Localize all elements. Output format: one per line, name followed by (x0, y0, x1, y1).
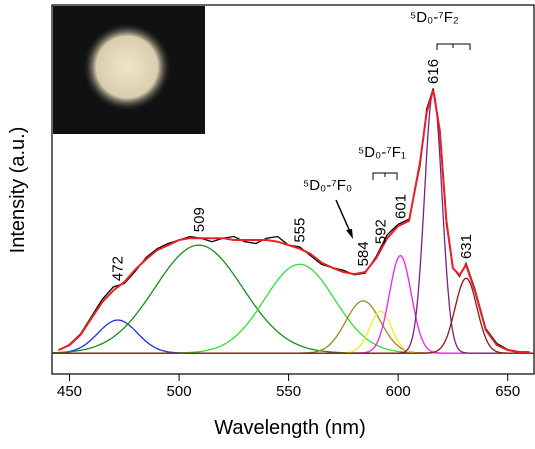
peak-label: 472 (110, 256, 127, 281)
peak-label: 584 (355, 241, 372, 266)
peak-label: 592 (373, 219, 390, 244)
bracket (372, 172, 398, 180)
arrow (335, 199, 352, 235)
bracket (436, 43, 471, 50)
y-axis-title: Intensity (a.u.) (7, 127, 29, 254)
fit-curve (58, 89, 530, 354)
fit-component (52, 310, 534, 354)
arrow-head (346, 229, 353, 239)
x-tick-label: 550 (276, 383, 301, 400)
x-tick-label: 450 (57, 383, 82, 400)
annotation: ⁵D₀-⁷F₁ (358, 144, 406, 161)
x-tick-label: 500 (167, 383, 192, 400)
annotation: ⁵D₀-⁷F₀ (303, 177, 352, 194)
peak-label: 509 (191, 207, 208, 232)
peak-label: 616 (425, 59, 442, 84)
annotation: ⁵D₀-⁷F₂ (410, 9, 459, 26)
peak-label: 601 (392, 194, 409, 219)
inset-spot (83, 23, 171, 111)
fit-component (52, 319, 534, 354)
peak-label: 555 (292, 218, 309, 243)
x-axis-title: Wavelength (nm) (214, 417, 366, 439)
fit-component (52, 277, 534, 354)
x-tick-label: 650 (495, 383, 520, 400)
peak-label: 631 (458, 234, 475, 259)
x-tick-label: 600 (386, 383, 411, 400)
plot-frame (51, 4, 535, 375)
